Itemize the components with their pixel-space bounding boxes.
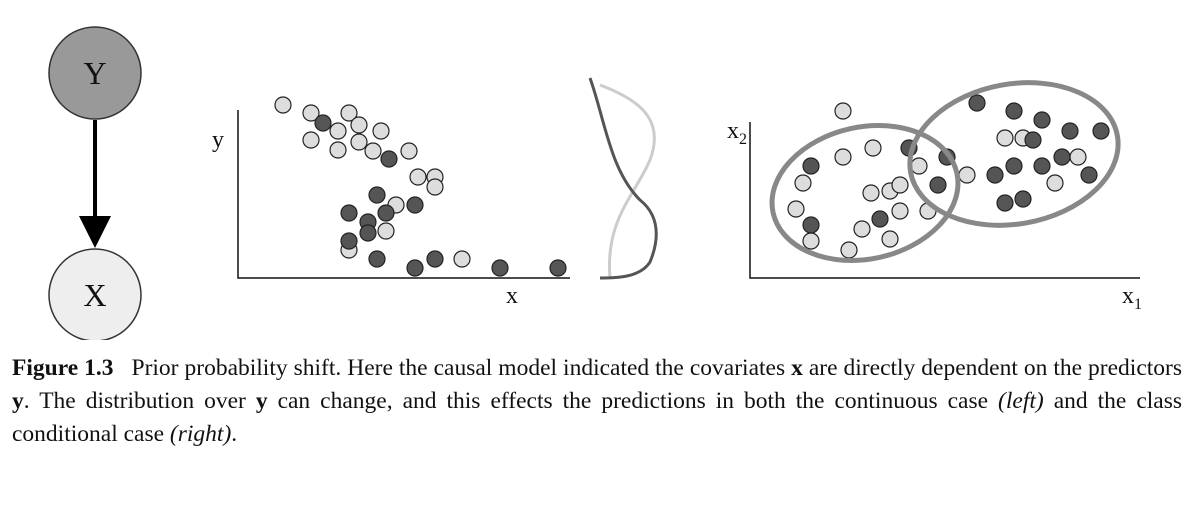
dot (958, 166, 976, 184)
dot (1053, 148, 1071, 166)
dot (1014, 190, 1032, 208)
caption-text: x (791, 355, 803, 381)
dot (1033, 157, 1051, 175)
dot (549, 259, 567, 277)
y-label: y (212, 127, 224, 153)
dot (377, 204, 395, 222)
axes (749, 122, 1140, 279)
dot (1069, 148, 1087, 166)
dot (340, 232, 358, 250)
x-label: x (506, 283, 518, 309)
dot (302, 131, 320, 149)
dot (377, 222, 395, 240)
dot (787, 200, 805, 218)
dot (864, 139, 882, 157)
x-label: x1 (1122, 283, 1142, 313)
dot (929, 176, 947, 194)
caption-text: . (231, 421, 238, 447)
dot (1005, 102, 1023, 120)
node-label: X (83, 277, 106, 313)
figure: Y X y x x2 x1 (48, 26, 1142, 342)
dot (1080, 166, 1098, 184)
dot (406, 196, 424, 214)
dot (996, 129, 1014, 147)
dot (340, 104, 358, 122)
caption-label: Figure 1.3 (12, 355, 114, 381)
dot (372, 122, 390, 140)
dot (453, 250, 471, 268)
dot (409, 168, 427, 186)
dot (350, 133, 368, 151)
dot (802, 157, 820, 175)
dot (380, 150, 398, 168)
dot (1092, 122, 1110, 140)
dot (274, 96, 292, 114)
node-label: Y (83, 55, 106, 91)
dot (862, 184, 880, 202)
dot (364, 142, 382, 160)
dot (314, 114, 332, 132)
dot (802, 216, 820, 234)
caption-text: y (255, 388, 268, 414)
cluster-ellipse (769, 123, 961, 263)
dot (400, 142, 418, 160)
cluster-ellipse (907, 80, 1121, 228)
dot (406, 259, 424, 277)
dot (834, 102, 852, 120)
dot (368, 250, 386, 268)
dot (794, 174, 812, 192)
dot (891, 176, 909, 194)
dot (1024, 131, 1042, 149)
axes (237, 110, 570, 279)
dot (986, 166, 1004, 184)
caption-text: Prior probability shift. Here the causal… (131, 355, 792, 381)
dot (996, 194, 1014, 212)
node-y (48, 26, 142, 120)
dots (274, 94, 1110, 277)
caption-text: can change, and this effects the predict… (267, 388, 999, 414)
dot (491, 259, 509, 277)
dot (834, 148, 852, 166)
dot (1005, 157, 1023, 175)
dot (1061, 122, 1079, 140)
dot (891, 202, 909, 220)
dot (853, 220, 871, 238)
dot (968, 94, 986, 112)
caption-text: . The distribution over (23, 388, 256, 414)
dot (359, 224, 377, 242)
dot (1046, 174, 1064, 192)
caption-text: y (12, 388, 24, 414)
dot (910, 157, 928, 175)
caption-text: and the class conditional case (12, 388, 1182, 447)
caption: Figure 1.3 Prior probability shift. Here… (12, 352, 1182, 451)
dot (802, 232, 820, 250)
dot (871, 210, 889, 228)
dot (302, 104, 320, 122)
dot (368, 186, 386, 204)
dot (340, 204, 358, 222)
dot (426, 178, 444, 196)
caption-text: are directly dependent on the predictors (802, 355, 1183, 381)
dot (840, 241, 858, 259)
caption-text: (right) (169, 421, 232, 447)
dot (350, 116, 368, 134)
caption-text: (left) (998, 388, 1044, 414)
dot (881, 230, 899, 248)
y-label: x2 (727, 118, 747, 148)
dot (329, 122, 347, 140)
dot (426, 250, 444, 268)
density-curve (599, 83, 656, 279)
dot (1033, 111, 1051, 129)
density-curve (588, 77, 658, 280)
dot (329, 141, 347, 159)
